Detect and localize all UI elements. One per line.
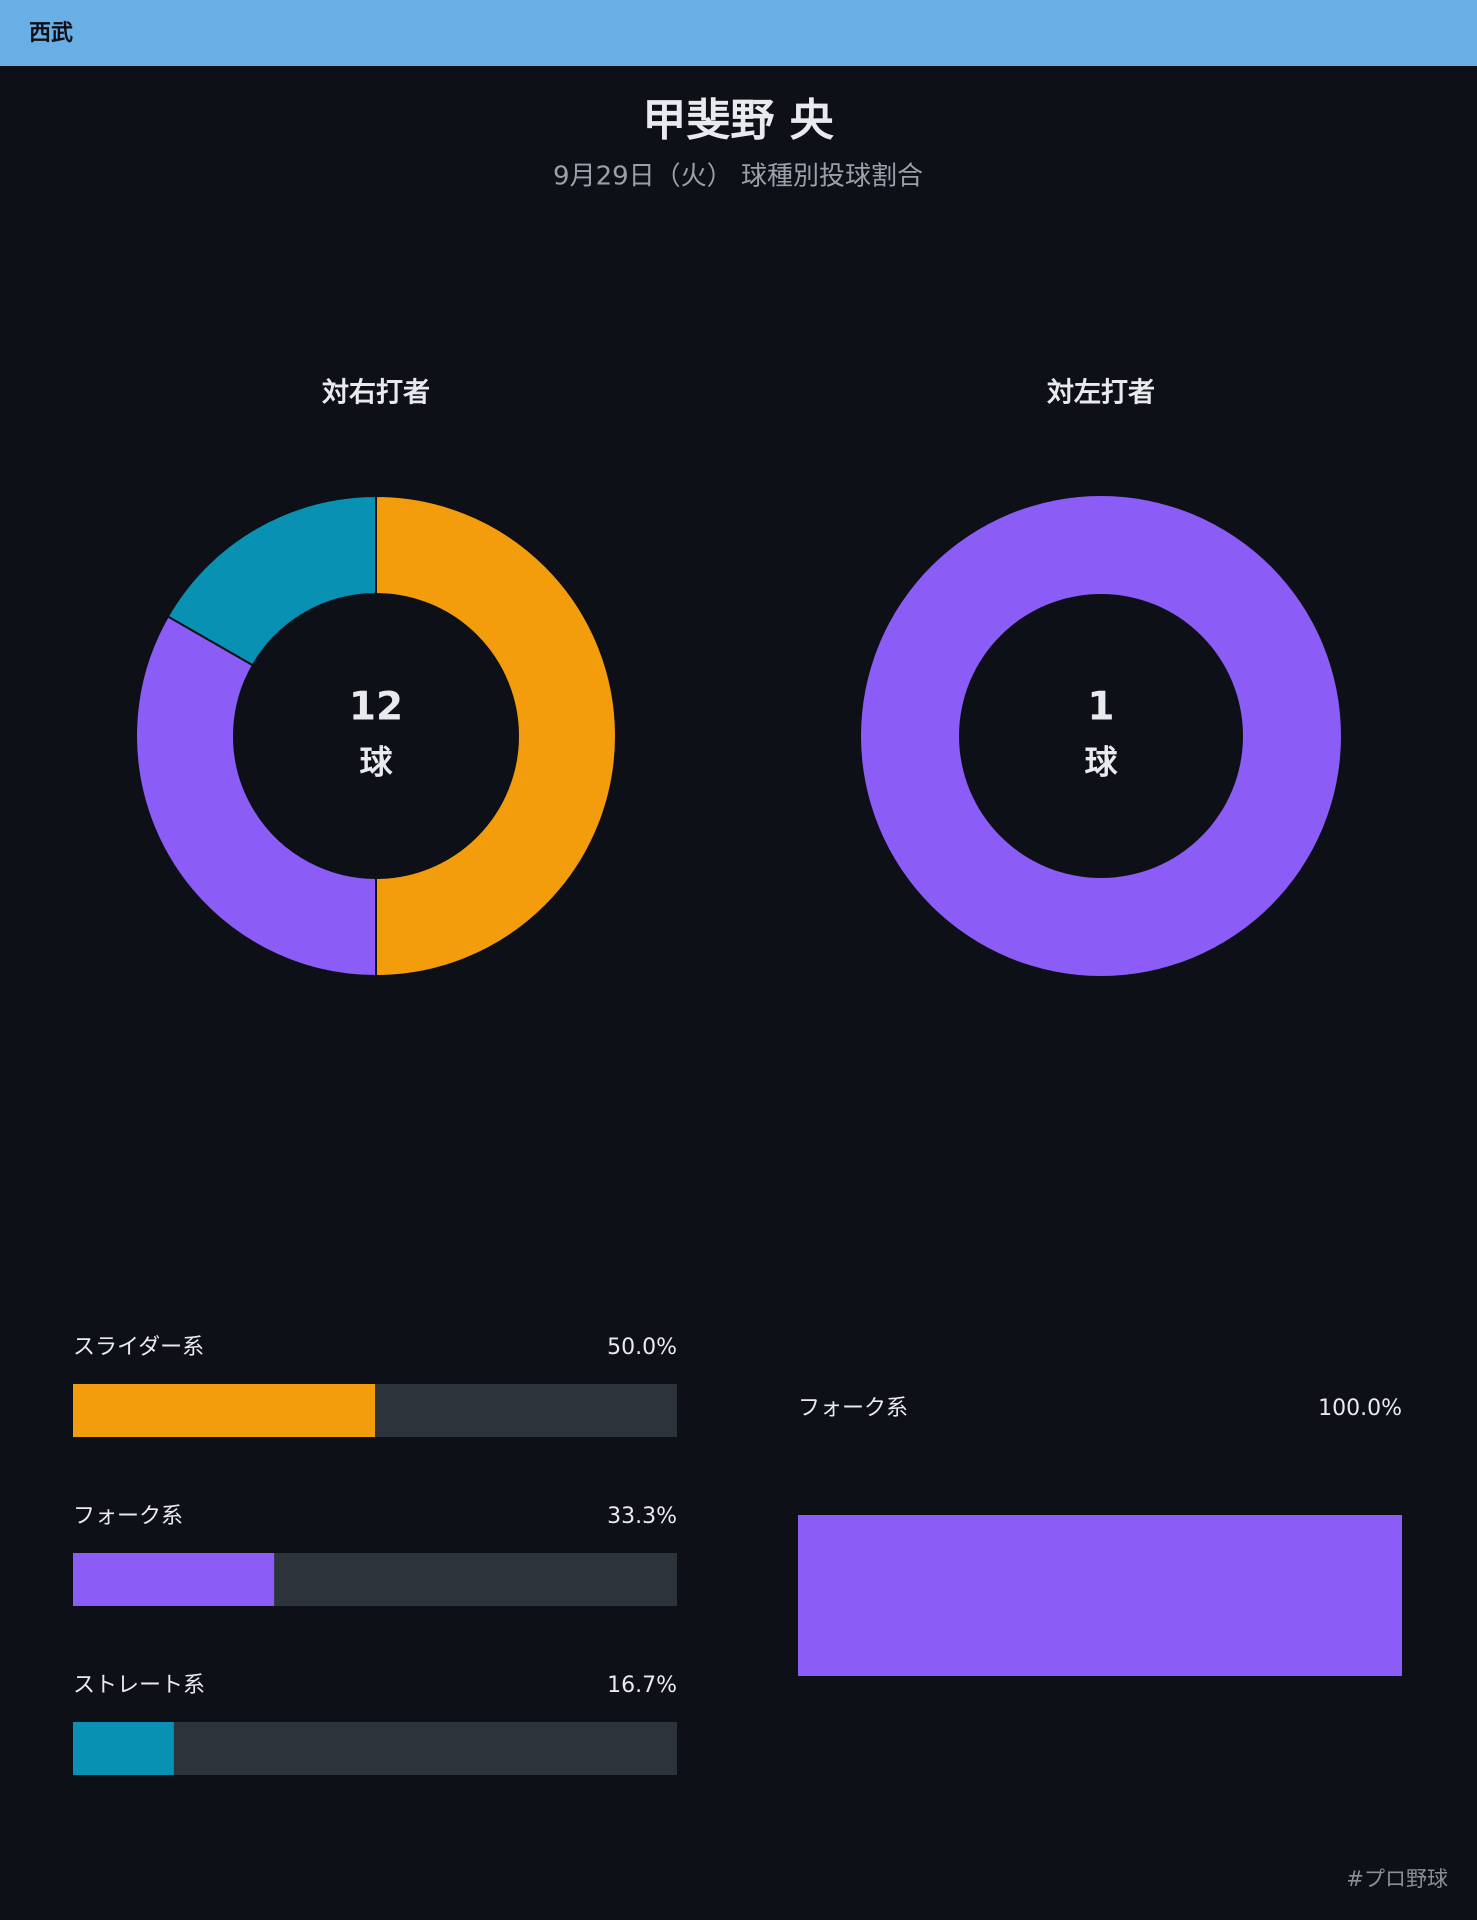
bar xyxy=(73,1384,375,1437)
bar xyxy=(798,1515,1402,1676)
bar-value-label: 33.3% xyxy=(607,1504,677,1529)
page-title: 甲斐野 央 xyxy=(642,95,834,146)
bar-value-label: 16.7% xyxy=(607,1673,677,1698)
chart-title: 対右打者 xyxy=(322,378,430,409)
header-bar xyxy=(0,0,1477,66)
bar-value-label: 100.0% xyxy=(1318,1396,1402,1421)
total-count: 1 xyxy=(1087,685,1114,730)
bar-label: スライダー系 xyxy=(73,1335,204,1360)
bar-label: フォーク系 xyxy=(798,1396,908,1421)
page-subtitle: 9月29日（火） 球種別投球割合 xyxy=(553,162,923,192)
bar xyxy=(73,1553,275,1606)
bar-label: ストレート系 xyxy=(73,1673,205,1698)
total-count: 12 xyxy=(349,685,403,730)
footer-tag: #プロ野球 xyxy=(1346,1867,1448,1891)
chart-title: 対左打者 xyxy=(1047,378,1155,409)
total-unit: 球 xyxy=(360,743,394,782)
bar-value-label: 50.0% xyxy=(607,1335,677,1360)
donut-slice xyxy=(135,615,377,978)
bar xyxy=(73,1722,174,1775)
donut-slice xyxy=(166,494,377,667)
total-unit: 球 xyxy=(1085,743,1119,782)
team-name: 西武 xyxy=(29,21,73,46)
donut-slice xyxy=(861,496,1341,976)
donut-slice xyxy=(375,494,617,978)
bar-label: フォーク系 xyxy=(73,1504,183,1529)
